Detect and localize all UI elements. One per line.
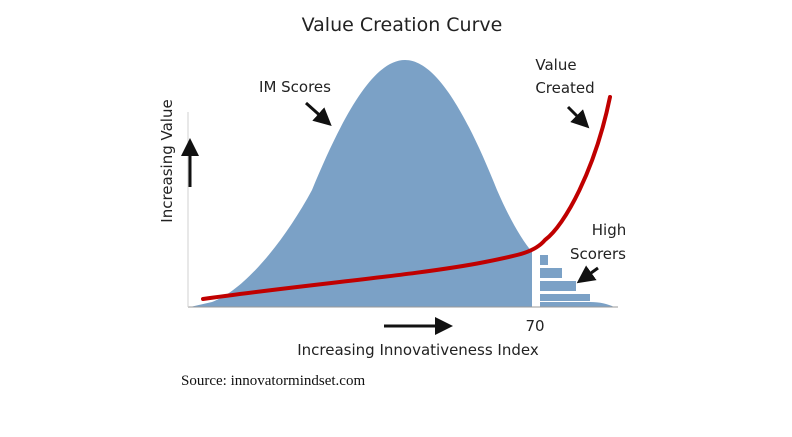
- im-scores-distribution: [190, 60, 532, 307]
- high-scorers-label-line1: High: [592, 221, 626, 239]
- value-created-label-line2: Created: [535, 79, 594, 97]
- y-axis-label: Increasing Value: [158, 99, 176, 222]
- value-created-label-line1: Value: [535, 56, 576, 74]
- chart-title: Value Creation Curve: [302, 14, 503, 36]
- value-created-arrow-icon: [566, 105, 590, 129]
- high-scorers-arrow-icon: [576, 265, 599, 284]
- high-scorers-label-line2: Scorers: [570, 245, 626, 263]
- source-caption: Source: innovatormindset.com: [181, 373, 366, 389]
- high-scorers-tail: [540, 255, 614, 307]
- value-created-curve: [201, 95, 612, 301]
- threshold-tick-label: 70: [525, 317, 544, 335]
- im-scores-arrow-icon: [304, 101, 332, 127]
- im-scores-label: IM Scores: [259, 78, 331, 96]
- x-axis-label: Increasing Innovativeness Index: [297, 341, 539, 359]
